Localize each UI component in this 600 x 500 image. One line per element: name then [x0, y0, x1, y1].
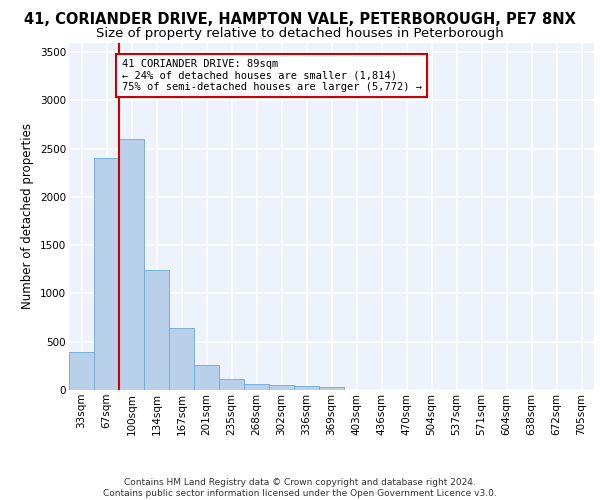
Bar — [169, 328, 194, 390]
Bar — [119, 139, 144, 390]
Text: Contains HM Land Registry data © Crown copyright and database right 2024.
Contai: Contains HM Land Registry data © Crown c… — [103, 478, 497, 498]
Bar — [319, 386, 344, 390]
Bar — [94, 158, 119, 390]
Bar — [294, 386, 319, 390]
Bar — [219, 380, 244, 390]
Bar — [144, 270, 169, 390]
Text: 41, CORIANDER DRIVE, HAMPTON VALE, PETERBOROUGH, PE7 8NX: 41, CORIANDER DRIVE, HAMPTON VALE, PETER… — [24, 12, 576, 28]
Bar — [244, 384, 269, 390]
Bar — [69, 352, 94, 390]
Text: Size of property relative to detached houses in Peterborough: Size of property relative to detached ho… — [96, 28, 504, 40]
Bar — [269, 384, 294, 390]
Text: 41 CORIANDER DRIVE: 89sqm
← 24% of detached houses are smaller (1,814)
75% of se: 41 CORIANDER DRIVE: 89sqm ← 24% of detac… — [121, 59, 421, 92]
Y-axis label: Number of detached properties: Number of detached properties — [22, 123, 34, 309]
Bar — [194, 365, 219, 390]
